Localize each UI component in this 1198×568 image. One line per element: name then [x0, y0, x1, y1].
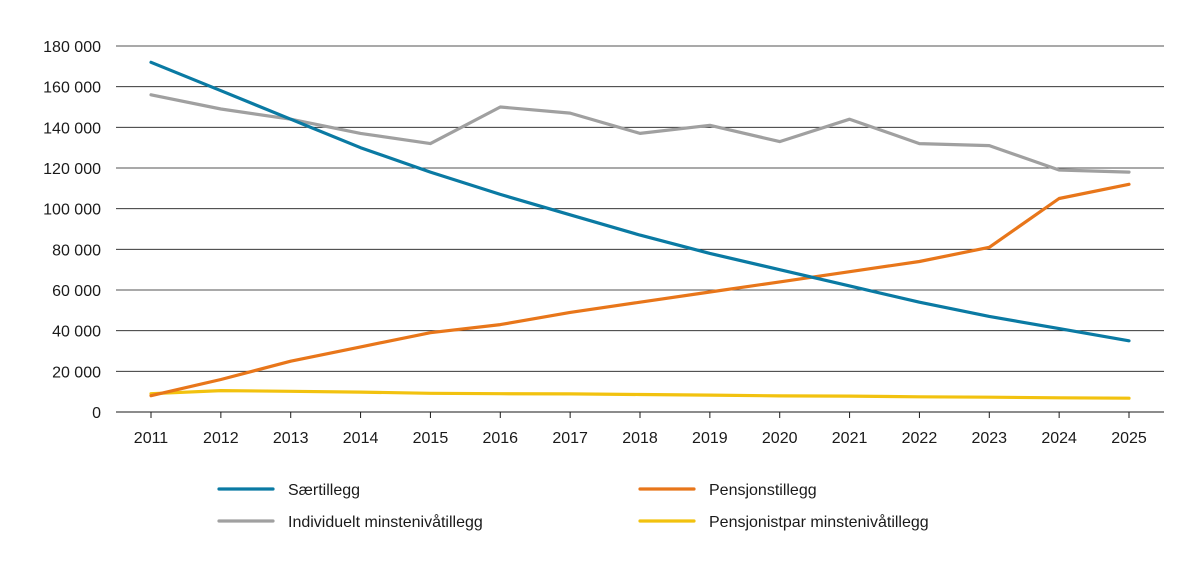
legend-label: Særtillegg: [288, 482, 360, 499]
x-tick-label: 2015: [413, 430, 449, 447]
x-axis: [116, 411, 1164, 418]
y-tick-label: 40 000: [52, 324, 101, 341]
y-tick-label: 160 000: [43, 80, 101, 97]
x-tick-label: 2024: [1041, 430, 1077, 447]
x-tick-label: 2012: [203, 430, 239, 447]
legend-label: Pensjonstillegg: [709, 482, 817, 499]
series-line-1: [149, 182, 1131, 398]
y-tick-label: 60 000: [52, 283, 101, 300]
x-tick-label: 2018: [622, 430, 658, 447]
y-tick-label: 20 000: [52, 364, 101, 381]
series-line-0: [149, 60, 1131, 343]
x-tick-label: 2016: [482, 430, 518, 447]
x-tick-label: 2023: [971, 430, 1007, 447]
x-tick-label: 2025: [1111, 430, 1147, 447]
x-tick-label: 2021: [832, 430, 868, 447]
x-tick-label: 2017: [552, 430, 588, 447]
x-axis-tick-labels: 2011 2012 2013 2014 2015 2016 2017 2018 2019 2020…: [134, 430, 1147, 447]
x-tick-label: 2019: [692, 430, 728, 447]
legend-label: Pensjonistpar minstenivåtillegg: [709, 513, 929, 531]
y-axis-tick-labels: 0 20 000 40 000 60 000 80 000 100 000 120 000 1…: [43, 39, 101, 422]
x-tick-label: 2011: [134, 430, 169, 447]
series-lines: [149, 60, 1131, 400]
x-tick-label: 2020: [762, 430, 798, 447]
y-tick-label: 120 000: [43, 161, 101, 178]
y-tick-label: 0: [92, 405, 101, 422]
series-line-3: [149, 389, 1131, 400]
x-tick-label: 2013: [273, 430, 309, 447]
legend-label: Individuelt minstenivåtillegg: [288, 513, 483, 531]
x-tick-label: 2022: [902, 430, 938, 447]
y-tick-label: 80 000: [52, 242, 101, 259]
legend: Særtillegg Pensjonstillegg Individuelt min…: [217, 482, 929, 531]
x-tick-label: 2014: [343, 430, 379, 447]
grid-lines: [116, 45, 1164, 372]
y-tick-label: 100 000: [43, 202, 101, 219]
y-tick-label: 180 000: [43, 39, 101, 56]
series-line-2: [149, 93, 1131, 174]
y-tick-label: 140 000: [43, 120, 101, 137]
